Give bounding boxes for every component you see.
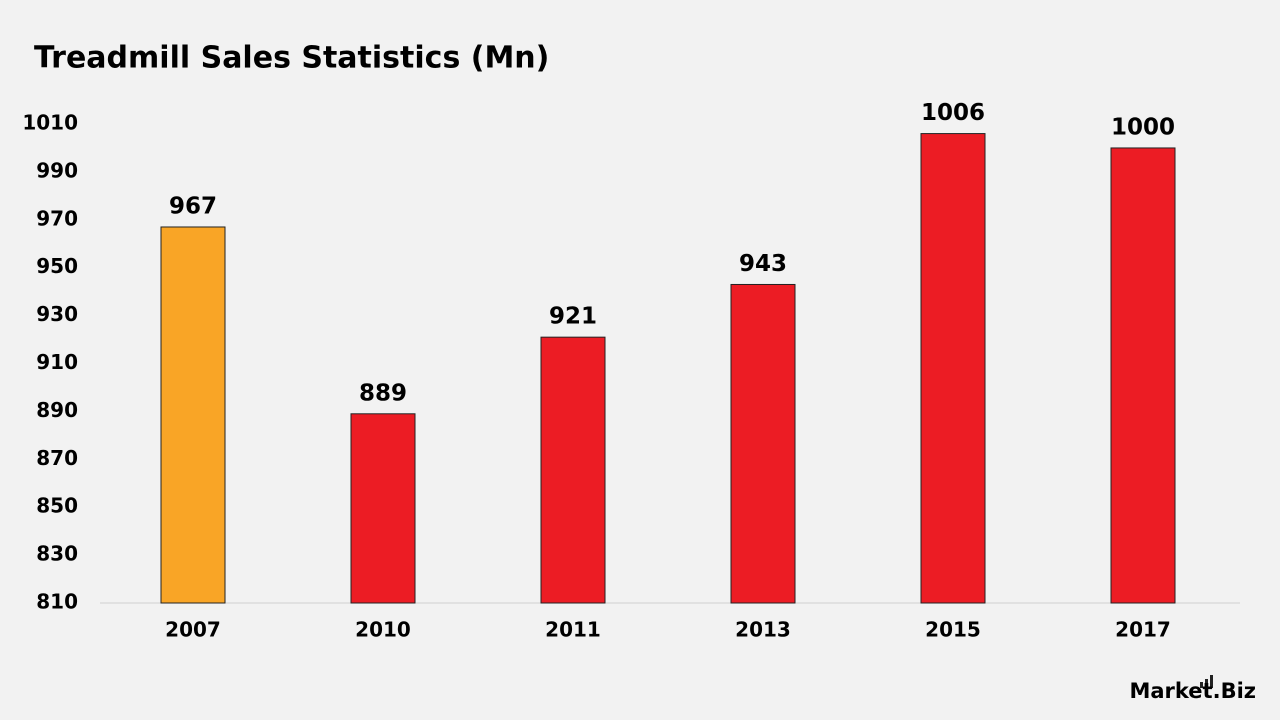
data-label: 1000 bbox=[1111, 114, 1175, 140]
y-tick-label: 850 bbox=[36, 494, 78, 518]
watermark: Market.Biz bbox=[1129, 679, 1256, 703]
data-label: 943 bbox=[739, 251, 787, 277]
y-tick-label: 870 bbox=[36, 446, 78, 470]
bar bbox=[540, 336, 606, 604]
y-tick-label: 930 bbox=[36, 302, 78, 326]
chart-title: Treadmill Sales Statistics (Mn) bbox=[34, 41, 549, 76]
x-tick-label: 2010 bbox=[355, 618, 411, 642]
bar bbox=[1110, 147, 1176, 604]
x-tick-label: 2011 bbox=[545, 618, 601, 642]
bar bbox=[730, 283, 796, 604]
bar bbox=[920, 133, 986, 604]
data-label: 967 bbox=[169, 193, 217, 219]
y-tick-label: 950 bbox=[36, 254, 78, 278]
logo-icon bbox=[1200, 675, 1213, 688]
y-tick-label: 810 bbox=[36, 590, 78, 614]
data-label: 889 bbox=[359, 380, 407, 406]
y-tick-label: 890 bbox=[36, 398, 78, 422]
bar bbox=[160, 226, 226, 604]
x-tick-label: 2017 bbox=[1115, 618, 1171, 642]
y-tick-label: 970 bbox=[36, 206, 78, 230]
y-tick-label: 1010 bbox=[22, 111, 78, 135]
y-tick-label: 990 bbox=[36, 158, 78, 182]
bar bbox=[350, 413, 416, 604]
y-tick-label: 830 bbox=[36, 542, 78, 566]
x-tick-label: 2015 bbox=[925, 618, 981, 642]
x-tick-label: 2007 bbox=[165, 618, 221, 642]
y-tick-label: 910 bbox=[36, 350, 78, 374]
data-label: 921 bbox=[549, 304, 597, 330]
x-tick-label: 2013 bbox=[735, 618, 791, 642]
data-label: 1006 bbox=[921, 100, 985, 126]
